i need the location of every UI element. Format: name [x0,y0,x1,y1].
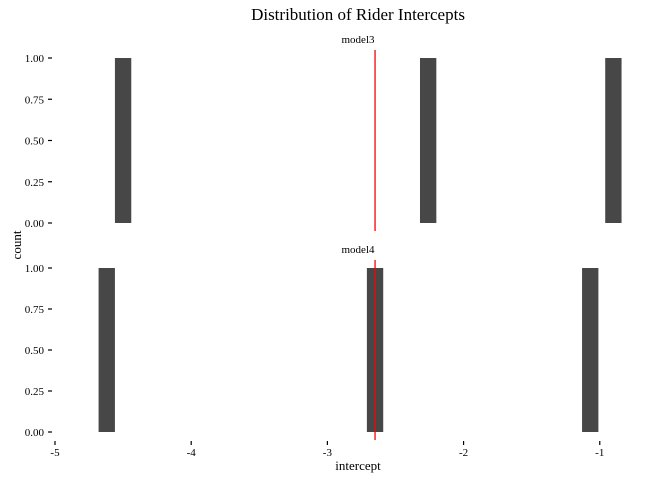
y-tick-label: 1.00 [25,263,45,275]
x-axis-title: intercept [335,458,381,473]
x-axis: -5 -4 -3 -2 -1 [50,441,604,459]
y-tick-label: 0.75 [25,304,45,316]
panel-model3: model3 0.00 0.25 0.50 0.75 1.00 [25,34,622,231]
y-tick-label: 0.50 [25,136,45,148]
histogram-bar [114,58,132,223]
y-tick-label: 0.25 [25,177,45,189]
bars [114,58,622,223]
bars [98,268,599,432]
histogram-bar [582,268,599,432]
panel-strip-label: model3 [342,34,375,46]
histogram-bar [98,268,115,432]
histogram-bar [419,58,437,223]
x-tick-label: -1 [595,447,604,459]
y-axis-title: count [9,230,24,259]
chart-title: Distribution of Rider Intercepts [251,5,465,24]
x-tick-label: -3 [323,447,333,459]
y-tick-label: 0.00 [25,427,45,439]
y-axis: 0.00 0.25 0.50 0.75 1.00 [25,53,52,230]
x-tick-label: -4 [187,447,197,459]
panel-strip-label: model4 [342,244,375,256]
y-tick-label: 1.00 [25,53,45,65]
y-tick-label: 0.25 [25,386,45,398]
histogram-bar [605,58,622,223]
y-tick-label: 0.75 [25,94,45,106]
y-axis: 0.00 0.25 0.50 0.75 1.00 [25,263,52,439]
y-tick-label: 0.50 [25,345,45,357]
x-tick-label: -2 [459,447,468,459]
panel-model4: model4 0.00 0.25 0.50 0.75 1.00 [25,244,599,440]
y-tick-label: 0.00 [25,218,45,230]
x-tick-label: -5 [50,447,60,459]
